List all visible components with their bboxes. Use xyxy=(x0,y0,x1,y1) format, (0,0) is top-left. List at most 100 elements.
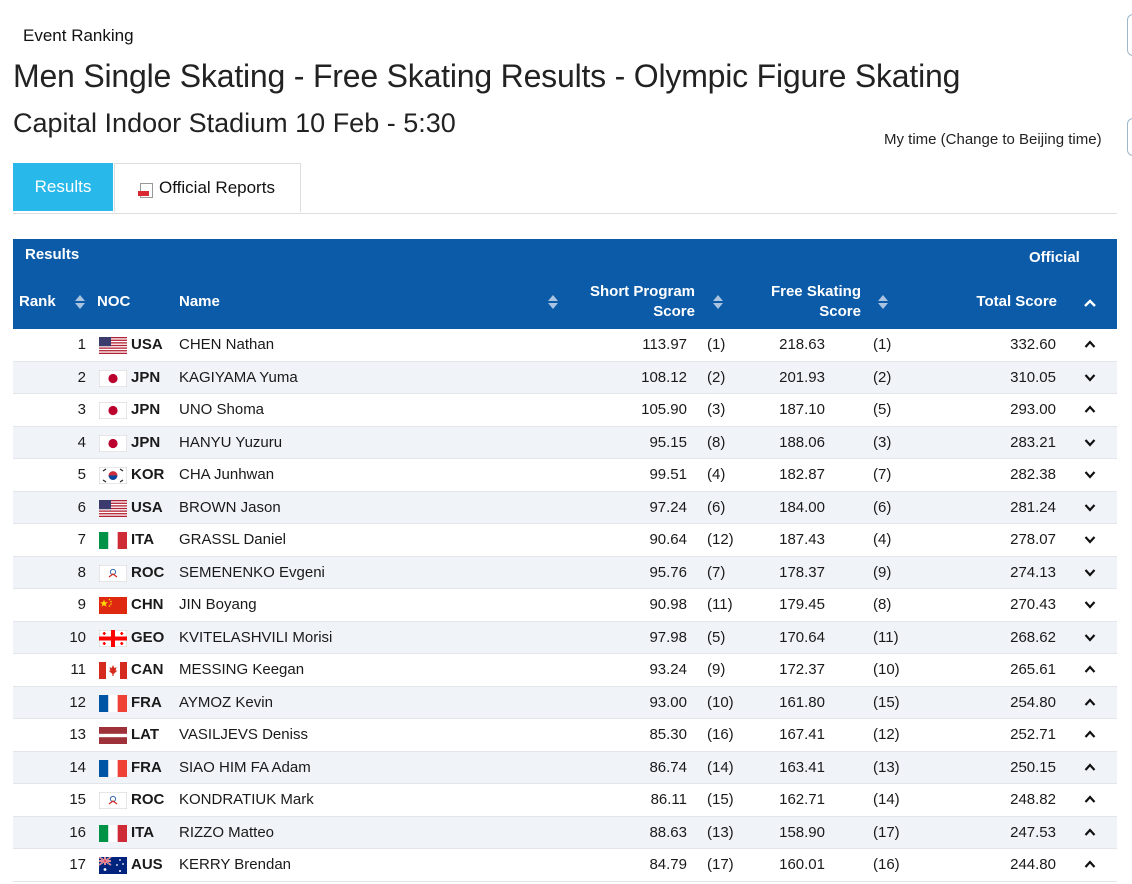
table-row[interactable]: 15 ROC KONDRATIUK Mark 86.11 (15) 162.71 (14) 2… xyxy=(13,784,1117,817)
table-row[interactable]: 11 CAN MESSING Keegan 93.24 (9) 172.37 (10) 265… xyxy=(13,654,1117,687)
table-row[interactable]: 7 ITA GRASSL Daniel 90.64 (12) 187.43 (4) 278.0… xyxy=(13,524,1117,557)
chevron-up-icon[interactable] xyxy=(1084,404,1096,414)
athlete-name[interactable]: UNO Shoma xyxy=(179,401,265,418)
table-row[interactable]: 12 FRA AYMOZ Kevin 93.00 (10) 161.80 (15) 254.8… xyxy=(13,686,1117,719)
table-row[interactable]: 6 USA BROWN Jason 97.24 (6) 184.00 (6) 281.24 xyxy=(13,491,1117,524)
table-row[interactable]: 13 LAT VASILJEVS Deniss 85.30 (16) 167.41 (12)… xyxy=(13,719,1117,752)
athlete-name[interactable]: KONDRATIUK Mark xyxy=(179,791,314,808)
sort-total-up-icon[interactable] xyxy=(1084,299,1096,307)
athlete-name[interactable]: KAGIYAMA Yuma xyxy=(179,368,298,386)
short-program-rank: (17) xyxy=(707,856,734,873)
col-header-short-program-line1: Short Program xyxy=(589,283,695,300)
event-ranking-link[interactable]: Event Ranking xyxy=(23,26,134,45)
status-badge: Official xyxy=(1029,249,1080,266)
table-row[interactable]: 14 FRA SIAO HIM FA Adam 86.74 (14) 163.41 (13)… xyxy=(13,751,1117,784)
total-score: 268.62 xyxy=(1010,628,1056,646)
tab-official-reports[interactable]: Official Reports xyxy=(114,163,301,212)
free-skating-score: 163.41 xyxy=(779,758,825,776)
table-row[interactable]: 1 USA CHEN Nathan 113.97 (1) 218.63 (1) 332.60 xyxy=(13,329,1117,362)
chevron-down-icon[interactable] xyxy=(1084,469,1096,479)
free-skating-score: 170.64 xyxy=(779,628,825,646)
short-program-score: 108.12 xyxy=(641,368,687,386)
chevron-down-icon[interactable] xyxy=(1084,599,1096,609)
athlete-name[interactable]: VASILJEVS Deniss xyxy=(179,726,308,743)
free-skating-rank: (16) xyxy=(873,856,900,873)
short-program-score: 93.00 xyxy=(649,693,687,711)
table-row[interactable]: 3 JPN UNO Shoma 105.90 (3) 187.10 (5) 293.00 xyxy=(13,394,1117,427)
chevron-down-icon[interactable] xyxy=(1084,632,1096,642)
rank-cell: 8 xyxy=(77,563,86,581)
short-program-rank: (13) xyxy=(707,823,734,841)
chevron-up-icon[interactable] xyxy=(1084,762,1096,772)
col-header-total-score[interactable]: Total Score xyxy=(976,293,1057,310)
rank-cell: 7 xyxy=(77,531,86,548)
free-skating-score: 179.45 xyxy=(779,596,825,613)
col-header-noc[interactable]: NOC xyxy=(97,293,131,310)
athlete-name[interactable]: JIN Boyang xyxy=(179,596,257,613)
athlete-name[interactable]: KVITELASHVILI Morisi xyxy=(179,628,333,646)
athlete-name[interactable]: KERRY Brendan xyxy=(179,856,292,873)
rank-cell: 15 xyxy=(69,791,86,808)
free-skating-rank: (15) xyxy=(873,693,900,711)
table-row[interactable]: 2 JPN KAGIYAMA Yuma 108.12 (2) 201.93 (2) 310.0… xyxy=(13,361,1117,394)
athlete-name[interactable]: HANYU Yuzuru xyxy=(179,433,283,451)
free-skating-score: 187.10 xyxy=(779,401,825,418)
chevron-down-icon[interactable] xyxy=(1084,372,1096,382)
chevron-down-icon[interactable] xyxy=(1084,437,1096,447)
noc-cell: GEO xyxy=(131,628,165,646)
athlete-name[interactable]: MESSING Keegan xyxy=(179,661,305,678)
athlete-name[interactable]: SIAO HIM FA Adam xyxy=(179,758,311,776)
table-row[interactable]: 10 GEO KVITELASHVILI Morisi 97.98 (5) 170.64 (… xyxy=(13,621,1117,654)
athlete-name[interactable]: CHA Junhwan xyxy=(179,466,275,483)
chevron-up-icon[interactable] xyxy=(1084,859,1096,869)
col-header-rank[interactable]: Rank xyxy=(19,293,56,310)
flag-ita-icon xyxy=(99,824,127,842)
table-row[interactable]: 16 ITA RIZZO Matteo 88.63 (13) 158.90 (17) 247.… xyxy=(13,816,1117,849)
free-skating-score: 158.90 xyxy=(779,823,825,841)
table-row[interactable]: 4 JPN HANYU Yuzuru 95.15 (8) 188.06 (3) 283.21 xyxy=(13,426,1117,459)
edge-control-top[interactable] xyxy=(1127,14,1132,56)
free-skating-rank: (4) xyxy=(873,531,892,548)
short-program-rank: (9) xyxy=(707,661,726,678)
noc-cell: LAT xyxy=(131,726,160,743)
chevron-down-icon[interactable] xyxy=(1084,567,1096,577)
edge-control-mid[interactable] xyxy=(1127,118,1132,156)
athlete-name[interactable]: SEMENENKO Evgeni xyxy=(179,563,325,581)
col-header-short-program[interactable]: Short Program Score xyxy=(573,282,695,322)
chevron-down-icon[interactable] xyxy=(1084,502,1096,512)
total-score: 281.24 xyxy=(1010,498,1056,516)
chevron-down-icon[interactable] xyxy=(1084,534,1096,544)
chevron-up-icon[interactable] xyxy=(1084,697,1096,707)
chevron-up-icon[interactable] xyxy=(1084,827,1096,837)
chevron-up-icon[interactable] xyxy=(1084,664,1096,674)
free-skating-score: 162.71 xyxy=(779,791,825,808)
short-program-rank: (4) xyxy=(707,466,726,483)
rank-cell: 16 xyxy=(69,823,86,841)
short-program-rank: (14) xyxy=(707,758,734,776)
total-score: 283.21 xyxy=(1010,433,1056,451)
athlete-name[interactable]: GRASSL Daniel xyxy=(179,531,286,548)
table-row[interactable]: 5 KOR CHA Junhwan 99.51 (4) 182.87 (7) 282.38 xyxy=(13,459,1117,492)
short-program-score: 97.98 xyxy=(649,628,687,646)
free-skating-rank: (6) xyxy=(873,498,892,516)
tab-results[interactable]: Results xyxy=(13,163,113,211)
athlete-name[interactable]: CHEN Nathan xyxy=(179,336,275,353)
athlete-name[interactable]: AYMOZ Kevin xyxy=(179,693,273,711)
page-subtitle: Capital Indoor Stadium 10 Feb - 5:30 xyxy=(13,108,456,138)
flag-fra-icon xyxy=(99,694,127,712)
table-row[interactable]: 8 ROC SEMENENKO Evgeni 95.76 (7) 178.37 (9) 274… xyxy=(13,556,1117,589)
chevron-up-icon[interactable] xyxy=(1084,729,1096,739)
athlete-name[interactable]: BROWN Jason xyxy=(179,498,281,516)
col-header-name[interactable]: Name xyxy=(179,293,220,310)
table-row[interactable]: 17 AUS KERRY Brendan 84.79 (17) 160.01 (16) 244… xyxy=(13,849,1117,882)
my-time-toggle[interactable]: My time (Change to Beijing time) xyxy=(884,131,1102,148)
free-skating-rank: (7) xyxy=(873,466,892,483)
short-program-score: 113.97 xyxy=(642,336,687,353)
col-header-free-skating[interactable]: Free Skating Score xyxy=(753,282,861,322)
table-row[interactable]: 9 CHN JIN Boyang 90.98 (11) 179.45 (8) 270.43 xyxy=(13,589,1117,622)
rank-cell: 10 xyxy=(69,628,86,646)
athlete-name[interactable]: RIZZO Matteo xyxy=(179,823,275,841)
chevron-up-icon[interactable] xyxy=(1084,794,1096,804)
free-skating-score: 187.43 xyxy=(779,531,825,548)
chevron-up-icon[interactable] xyxy=(1084,339,1096,349)
